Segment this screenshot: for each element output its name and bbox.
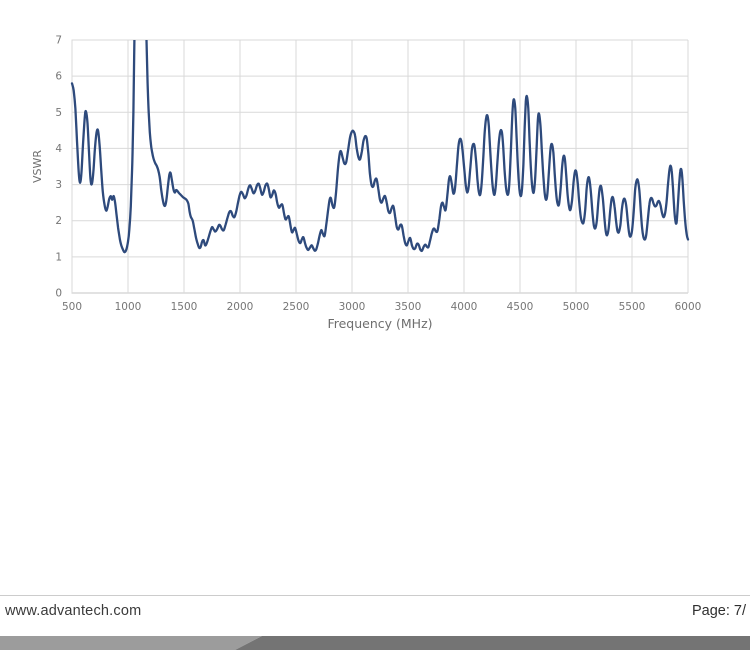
y-tick-label: 4 <box>55 143 62 155</box>
y-gridlines <box>71 39 688 294</box>
y-tick-label: 3 <box>55 179 62 191</box>
y-tick-label: 7 <box>55 35 62 47</box>
vswr-series-line <box>70 40 690 254</box>
y-tick-label: 2 <box>55 215 62 227</box>
x-tick-label: 2000 <box>227 301 254 313</box>
y-tick-labels: 0 1 2 3 4 5 6 7 <box>55 35 62 300</box>
y-tick-label: 1 <box>55 251 62 263</box>
vswr-chart: 0 1 2 3 4 5 6 7 500 1000 1500 2000 2500 3000 3500 4000 4… <box>31 35 701 332</box>
x-tick-label: 5500 <box>619 301 646 313</box>
website-link[interactable]: www.advantech.com <box>5 603 142 619</box>
x-tick-label: 500 <box>62 301 82 313</box>
x-tick-label: 1500 <box>171 301 198 313</box>
x-tick-label: 1000 <box>115 301 142 313</box>
x-tick-label: 3000 <box>339 301 366 313</box>
footer-divider <box>0 595 750 596</box>
x-gridlines <box>71 40 689 293</box>
x-tick-labels: 500 1000 1500 2000 2500 3000 3500 4000 4500 5000 5… <box>62 301 701 313</box>
x-tick-label: 6000 <box>675 301 702 313</box>
y-axis-title: VSWR <box>31 150 44 183</box>
page-number-label: Page: 7/ <box>692 603 747 619</box>
ribbon-light-segment <box>0 636 262 650</box>
x-tick-label: 3500 <box>395 301 422 313</box>
y-tick-label: 6 <box>55 71 62 83</box>
footer-ribbon <box>0 636 750 650</box>
x-tick-label: 5000 <box>563 301 590 313</box>
x-tick-label: 2500 <box>283 301 310 313</box>
x-axis-title: Frequency (MHz) <box>327 316 432 331</box>
y-tick-label: 0 <box>55 288 62 300</box>
x-tick-label: 4000 <box>451 301 478 313</box>
y-tick-label: 5 <box>55 107 62 119</box>
x-tick-label: 4500 <box>507 301 534 313</box>
ribbon-dark-segment <box>235 636 750 650</box>
